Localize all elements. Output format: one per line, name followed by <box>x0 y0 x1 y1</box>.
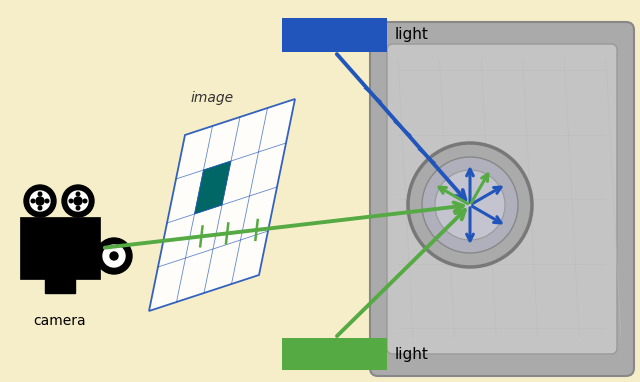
Circle shape <box>38 206 42 210</box>
FancyBboxPatch shape <box>387 44 617 354</box>
Text: light: light <box>395 346 429 361</box>
FancyBboxPatch shape <box>370 22 634 376</box>
Polygon shape <box>195 161 231 214</box>
Circle shape <box>30 191 50 211</box>
Circle shape <box>31 199 35 203</box>
Circle shape <box>38 192 42 196</box>
Circle shape <box>408 143 532 267</box>
Circle shape <box>435 170 505 240</box>
Circle shape <box>36 197 44 205</box>
Circle shape <box>62 185 94 217</box>
Polygon shape <box>149 99 295 311</box>
Bar <box>45 279 75 293</box>
Text: light: light <box>395 28 429 42</box>
Circle shape <box>76 206 80 210</box>
Circle shape <box>74 197 82 205</box>
Text: camera: camera <box>34 314 86 328</box>
Circle shape <box>103 245 125 267</box>
Bar <box>20 217 100 279</box>
Circle shape <box>45 199 49 203</box>
Circle shape <box>110 252 118 260</box>
Circle shape <box>96 238 132 274</box>
Circle shape <box>24 185 56 217</box>
Bar <box>282 18 387 52</box>
Circle shape <box>76 192 80 196</box>
Circle shape <box>83 199 87 203</box>
Circle shape <box>68 191 88 211</box>
Circle shape <box>69 199 73 203</box>
Text: image: image <box>191 91 234 105</box>
Bar <box>282 338 387 370</box>
Circle shape <box>422 157 518 253</box>
